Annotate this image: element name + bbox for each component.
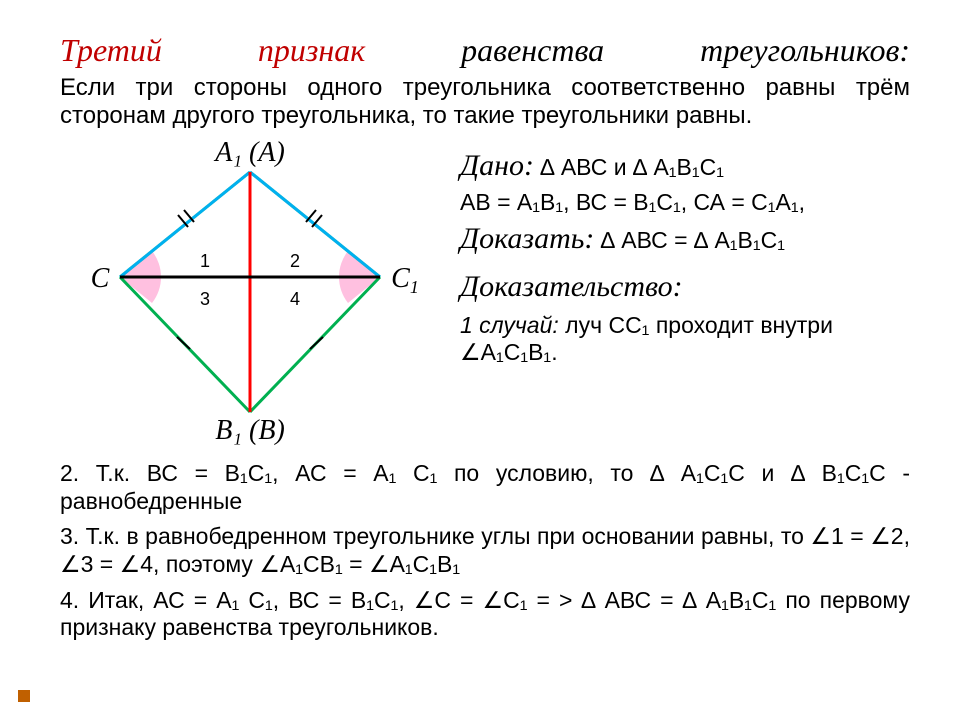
- corner-square-icon: [18, 690, 30, 702]
- triangle-diagram: 1 2 3 4 А₁ (А) С С1 В₁ (В): [60, 137, 440, 447]
- proof-step-4: 4. Итак, АС = А₁ С₁, ВС = В₁С₁, ∠С = ∠С₁…: [60, 587, 910, 642]
- title-highlighted: Третий признак: [60, 32, 365, 68]
- title-rest: равенства треугольников:: [365, 32, 910, 68]
- given-block: Дано: ∆ АВС и ∆ А₁В₁С₁: [460, 149, 910, 183]
- proof-case1: 1 случай: луч СС₁ проходит внутри ∠А₁С₁В…: [460, 312, 910, 366]
- prove-label: Доказать:: [460, 222, 594, 255]
- proof-step-3: 3. Т.к. в равнобедренном треугольнике уг…: [60, 523, 910, 578]
- angle-label-3: 3: [200, 289, 210, 309]
- proof-steps: 2. Т.к. ВС = В₁С₁, АС = А₁ С₁ по условию…: [60, 460, 910, 642]
- vertex-label-c: С: [91, 263, 110, 294]
- given-line2: АВ = А₁В₁, ВС = В₁С₁, СА = С₁А₁,: [460, 189, 910, 216]
- given-line1: ∆ АВС и ∆ А₁В₁С₁: [534, 154, 724, 180]
- prove-block: Доказать: ∆ АВС = ∆ А₁В₁С₁: [460, 222, 910, 256]
- theorem-statement: Если три стороны одного треугольника соо…: [60, 74, 910, 129]
- angle-label-4: 4: [290, 289, 300, 309]
- given-label: Дано:: [460, 149, 534, 182]
- proof-label: Доказательство:: [460, 270, 910, 304]
- angle-label-1: 1: [200, 251, 210, 271]
- givens-column: Дано: ∆ АВС и ∆ А₁В₁С₁ АВ = А₁В₁, ВС = В…: [460, 137, 910, 452]
- vertex-label-b: В₁ (В): [215, 415, 285, 446]
- page-title: Третий признак равенства треугольников:: [60, 30, 910, 70]
- case-label: 1 случай:: [460, 312, 559, 338]
- vertex-label-a: А₁ (А): [213, 137, 285, 168]
- vertex-label-c1: С1: [391, 263, 419, 297]
- prove-text: ∆ АВС = ∆ А₁В₁С₁: [594, 227, 785, 253]
- proof-step-2: 2. Т.к. ВС = В₁С₁, АС = А₁ С₁ по условию…: [60, 460, 910, 515]
- diagram-area: 1 2 3 4 А₁ (А) С С1 В₁ (В): [60, 137, 440, 452]
- angle-label-2: 2: [290, 251, 300, 271]
